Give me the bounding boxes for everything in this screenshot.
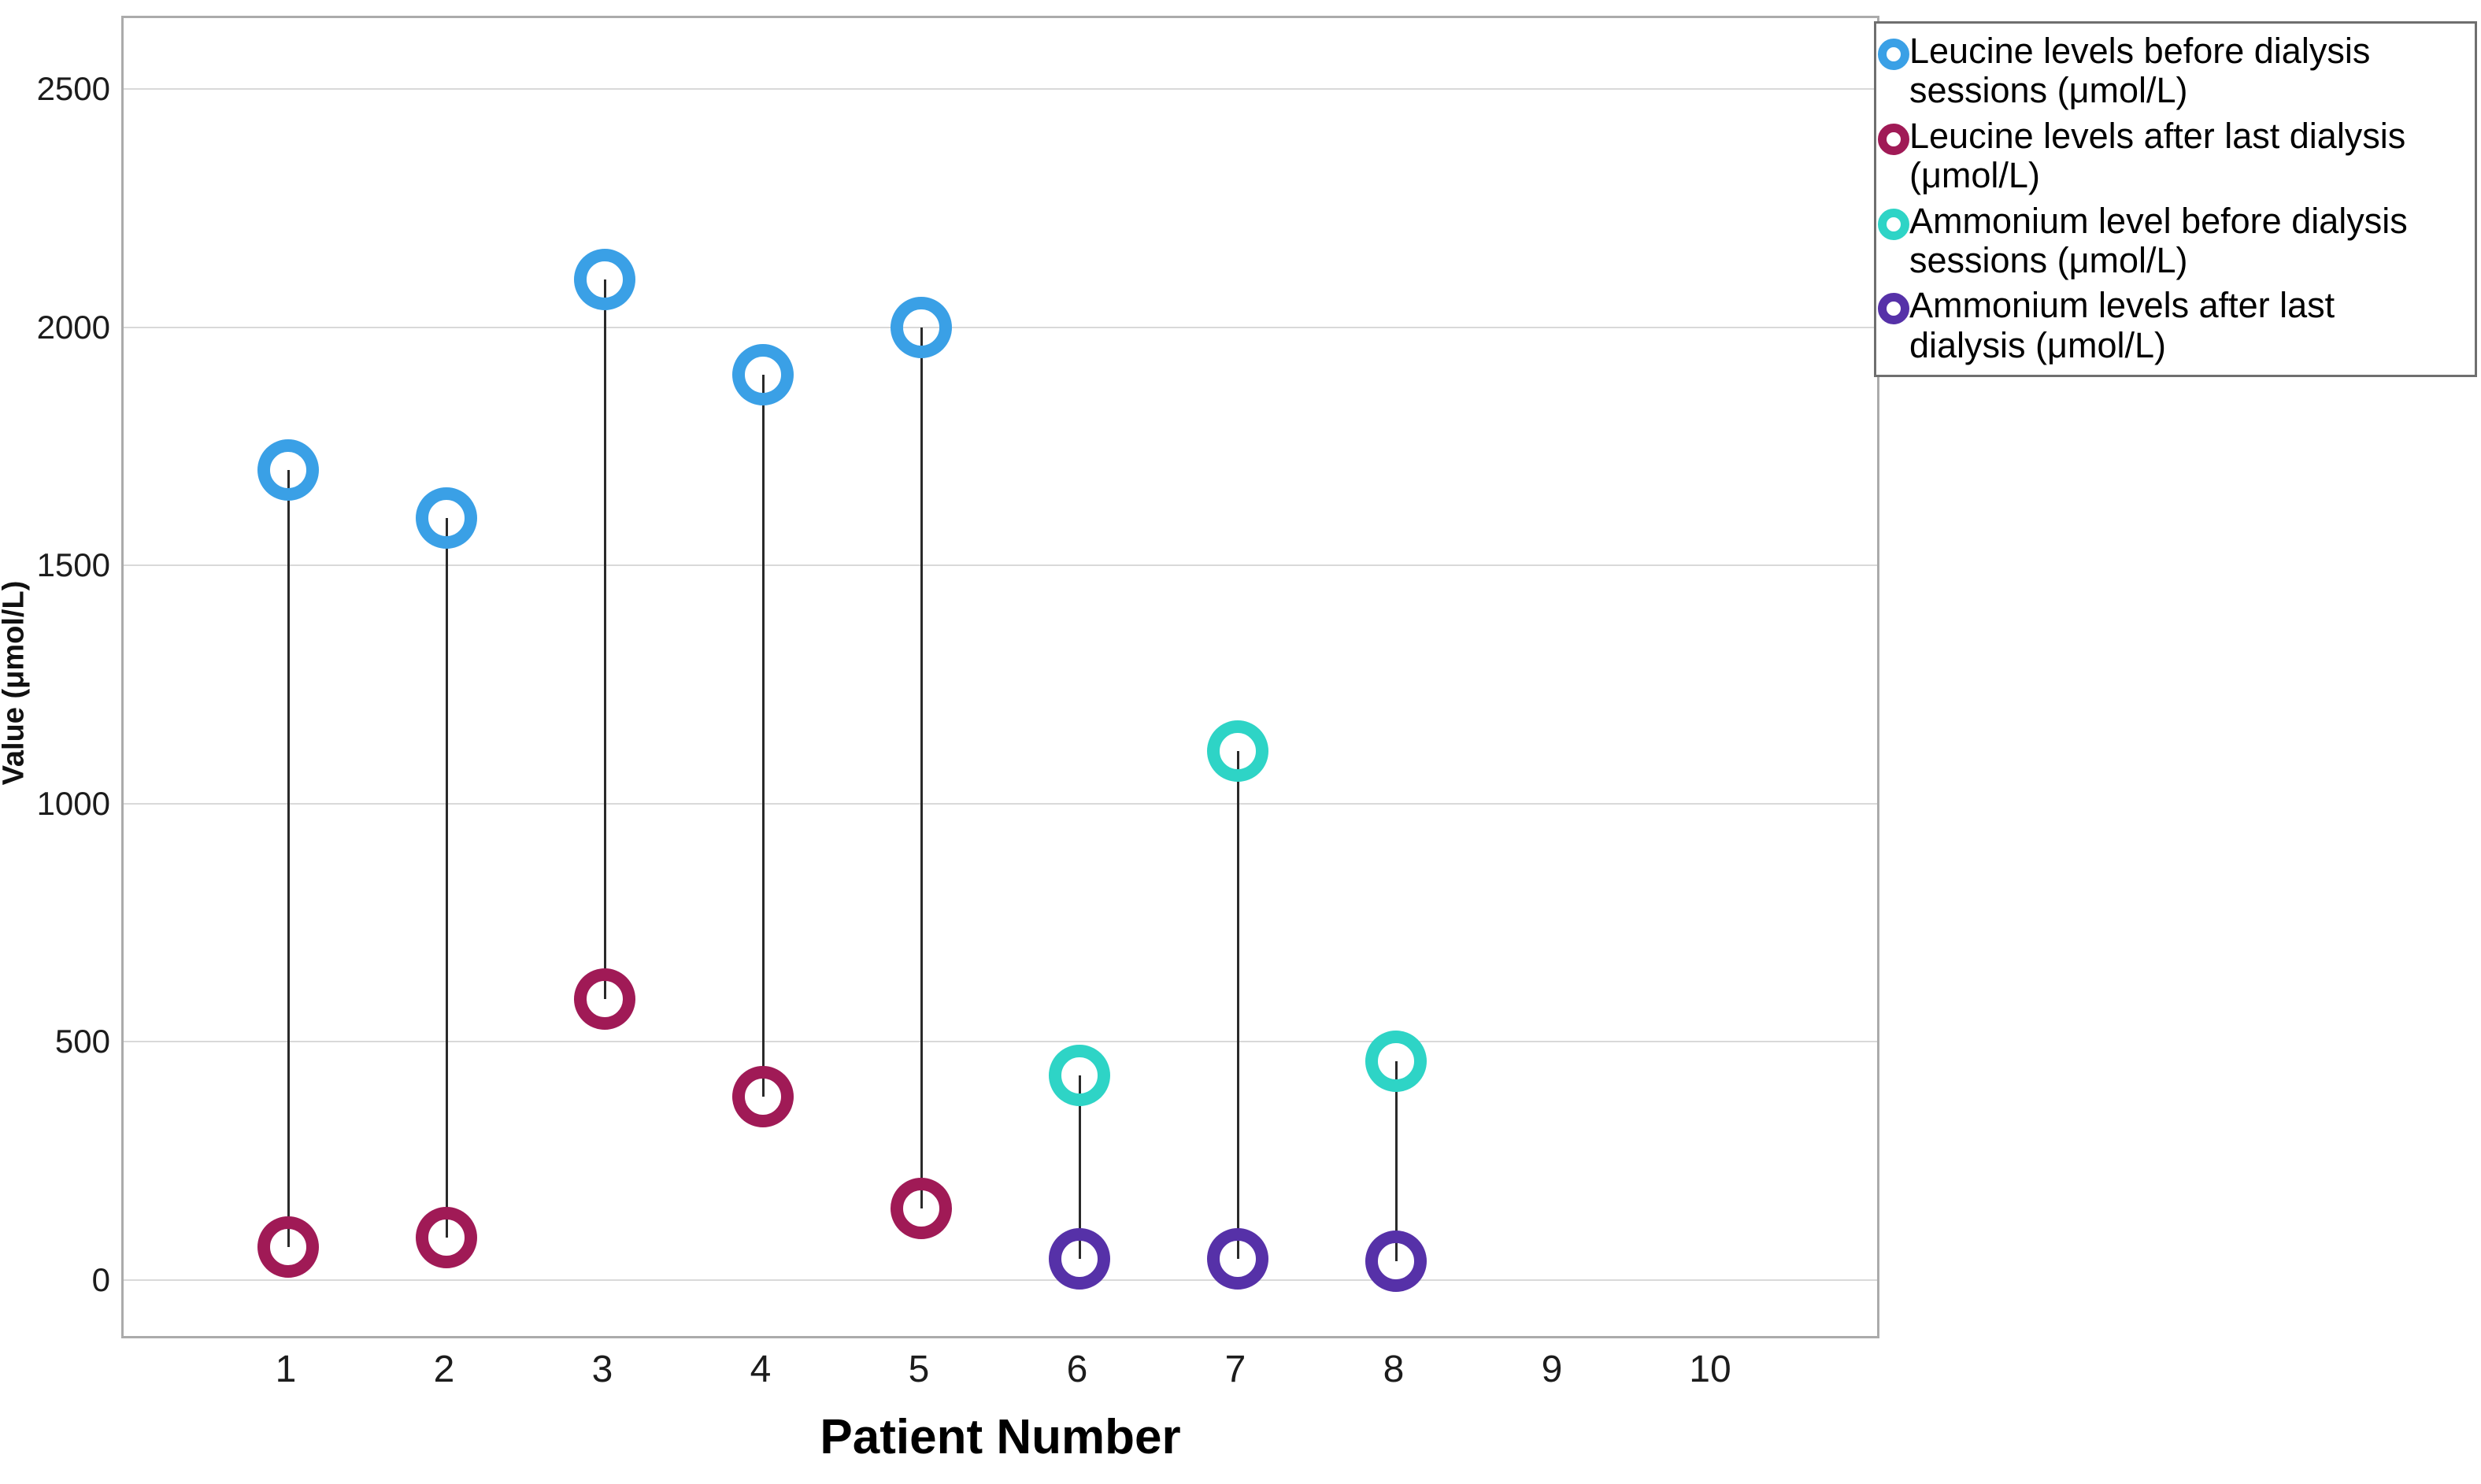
legend-item-3: Ammonium level before dialysis sessions … [1878,200,2475,281]
y-tick-label-2000: 2000 [36,308,110,346]
x-tick-label-7: 7 [1224,1349,1246,1390]
gridline-y-500 [124,1041,1877,1043]
connector-line-patient-4 [761,375,765,1097]
x-tick-label-2: 2 [433,1349,455,1390]
y-axis-title: Value (μmol/L) [0,580,31,786]
connector-line-patient-5 [920,327,923,1209]
legend-marker-circle-icon [1878,293,1909,325]
y-tick-label-0: 0 [91,1261,110,1298]
data-point-series-1-patient-3 [574,249,635,311]
legend-marker-circle-icon [1878,123,1909,155]
plot-area [121,16,1879,1338]
data-point-series-3-patient-7 [1207,720,1268,783]
x-tick-label-1: 1 [275,1349,297,1390]
data-point-series-1-patient-4 [732,344,794,406]
legend-item-1: Leucine levels before dialysis sessions … [1878,31,2475,111]
legend-marker-circle-icon [1878,208,1909,240]
connector-line-patient-3 [603,279,606,999]
y-tick-label-1500: 1500 [36,546,110,584]
x-axis-title: Patient Number [820,1410,1181,1464]
data-point-series-1-patient-5 [891,296,952,358]
connector-line-patient-6 [1078,1075,1081,1259]
x-tick-label-5: 5 [908,1349,930,1390]
data-point-series-4-patient-7 [1207,1227,1268,1290]
connector-line-patient-1 [287,470,290,1247]
data-point-series-2-patient-1 [257,1216,319,1278]
legend-label: Leucine levels before dialysis sessions … [1909,31,2371,111]
data-point-series-2-patient-4 [732,1065,794,1127]
connector-line-patient-8 [1394,1060,1398,1261]
legend-label: Leucine levels after last dialysis (μmol… [1909,115,2406,196]
data-point-series-1-patient-1 [257,439,319,501]
legend-marker-circle-icon [1878,39,1909,70]
y-tick-label-500: 500 [54,1023,110,1060]
data-point-series-3-patient-8 [1365,1030,1427,1092]
legend-label: Ammonium level before dialysis sessions … [1909,200,2408,280]
legend-item-4: Ammonium levels after last dialysis (μmo… [1878,286,2475,365]
connector-line-patient-2 [445,517,448,1238]
data-point-series-2-patient-3 [574,968,635,1030]
gridline-y-1000 [124,802,1877,805]
x-tick-label-6: 6 [1066,1349,1088,1390]
x-tick-label-9: 9 [1541,1349,1563,1390]
connector-line-patient-7 [1236,751,1239,1259]
data-point-series-4-patient-6 [1049,1227,1110,1290]
x-tick-label-10: 10 [1689,1349,1731,1390]
gridline-y-2500 [124,88,1877,90]
data-point-series-4-patient-8 [1365,1230,1427,1292]
data-point-series-3-patient-6 [1049,1044,1110,1106]
x-tick-label-3: 3 [591,1349,613,1390]
data-point-series-2-patient-5 [891,1178,952,1240]
y-tick-label-2500: 2500 [36,70,110,107]
gridline-y-2000 [124,326,1877,328]
gridline-y-1500 [124,564,1877,567]
data-point-series-2-patient-2 [416,1206,477,1268]
data-point-series-1-patient-2 [416,487,477,549]
x-tick-label-8: 8 [1383,1349,1405,1390]
legend-label: Ammonium levels after last dialysis (μmo… [1909,285,2335,365]
legend-item-2: Leucine levels after last dialysis (μmol… [1878,115,2475,196]
legend: Leucine levels before dialysis sessions … [1874,21,2477,377]
y-tick-label-1000: 1000 [36,784,110,822]
x-tick-label-4: 4 [750,1349,772,1390]
gridline-y-0 [124,1279,1877,1281]
